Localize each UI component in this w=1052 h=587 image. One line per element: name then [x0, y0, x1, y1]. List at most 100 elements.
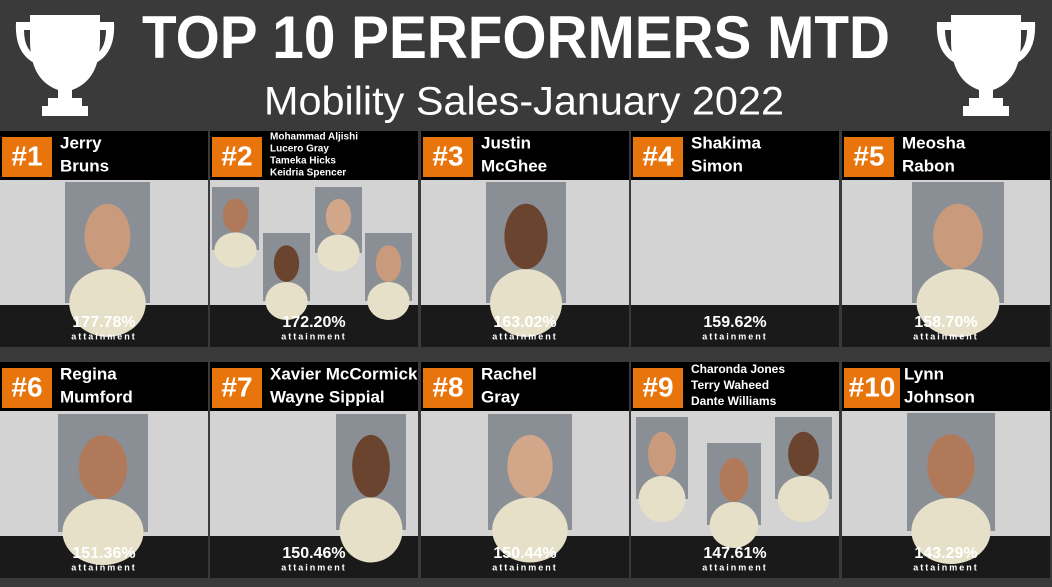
rank-badge: [2, 368, 52, 408]
name: Mohammad Aljishi: [270, 132, 358, 143]
attainment-label: attainment: [71, 562, 137, 572]
photo-body: [265, 281, 308, 321]
photo-body: [638, 476, 686, 522]
attainment-value: 177.78%: [72, 314, 135, 331]
subtitle: Mobility Sales-January 2022: [264, 80, 784, 124]
rank-badge: [2, 137, 52, 177]
attainment-value: 151.36%: [72, 545, 135, 562]
attainment-label: attainment: [492, 331, 558, 341]
name: Lynn: [904, 364, 944, 383]
name: Rachel: [481, 364, 537, 383]
photo-head: [352, 434, 390, 498]
attainment-value: 150.44%: [493, 545, 556, 562]
name: Xavier McCormick: [270, 364, 418, 383]
card-footer: [631, 305, 839, 347]
card: #5 Meosha Rabon 158.70%attainment: [842, 131, 1050, 347]
name: Justin: [481, 133, 531, 152]
photo-body: [490, 269, 562, 337]
photo-head: [507, 434, 553, 498]
rank: #7: [221, 371, 252, 402]
rank-badge: [423, 137, 473, 177]
rank-badge: [212, 368, 262, 408]
card: #7 Xavier McCormick Wayne Sippial 150.46%at…: [210, 362, 418, 578]
photo-body: [69, 269, 146, 337]
card: #1 Jerry Bruns 177.78%attainment: [0, 131, 208, 347]
attainment-label: attainment: [281, 331, 347, 341]
photo-body: [709, 502, 759, 548]
photo-body: [62, 498, 144, 566]
rank: #4: [642, 140, 674, 171]
rank-badge: [633, 137, 683, 177]
rank: #2: [221, 140, 252, 171]
photo-head: [273, 245, 300, 282]
photo-head: [927, 434, 975, 498]
photo-body: [317, 234, 360, 272]
name: Charonda Jones: [691, 362, 785, 376]
photo-head: [222, 198, 249, 233]
name: Meosha: [902, 133, 966, 152]
photo-head: [78, 435, 128, 499]
rank: #8: [432, 371, 463, 402]
photo-body: [777, 476, 830, 522]
photo-body: [916, 269, 1000, 337]
attainment-value: 163.02%: [493, 314, 556, 331]
photo-body: [911, 497, 991, 565]
name: Terry Waheed: [691, 378, 769, 392]
attainment-label: attainment: [913, 331, 979, 341]
name: Shakima: [691, 133, 761, 152]
photo-body: [492, 497, 568, 563]
rank: #5: [853, 140, 884, 171]
trophy-left: [15, 15, 115, 116]
attainment-label: attainment: [71, 331, 137, 341]
name: Bruns: [60, 156, 109, 175]
photo-head: [788, 431, 819, 477]
attainment-label: attainment: [702, 562, 768, 572]
name: Lucero Gray: [270, 144, 329, 155]
attainment-value: 147.61%: [703, 545, 766, 562]
card: #6 Regina Mumford 151.36%attainment: [0, 362, 208, 578]
rank-badge: [633, 368, 683, 408]
rank: #9: [642, 371, 673, 402]
trophy-right: [936, 15, 1036, 116]
name: Keidria Spencer: [270, 168, 346, 179]
name: McGhee: [481, 156, 547, 175]
rank: #1: [11, 140, 42, 171]
rank-badge: [844, 137, 894, 177]
attainment-value: 172.20%: [282, 314, 345, 331]
photo-area: [631, 180, 839, 305]
photo-head: [933, 203, 983, 270]
photo-body: [339, 497, 403, 563]
name: Regina: [60, 364, 117, 383]
name: Johnson: [904, 387, 975, 406]
card: #8 Rachel Gray 150.44%attainment: [421, 362, 629, 578]
rank: #6: [11, 371, 42, 402]
name: Mumford: [60, 387, 133, 406]
rank-badge: [844, 368, 900, 408]
attainment-label: attainment: [492, 562, 558, 572]
attainment-value: 143.29%: [914, 545, 977, 562]
rank: #10: [849, 371, 896, 402]
photo-head: [719, 457, 749, 503]
attainment-value: 159.62%: [703, 314, 766, 331]
name: Wayne Sippial: [270, 387, 385, 406]
card: #4 Shakima Simon 159.62%attainment: [631, 131, 839, 347]
title: TOP 10 PERFORMERS MTD: [142, 4, 890, 71]
attainment-value: 150.46%: [282, 545, 345, 562]
photo-head: [504, 203, 548, 270]
attainment-label: attainment: [281, 562, 347, 572]
card: #9 Charonda Jones Terry Waheed Dante Willia…: [631, 362, 839, 578]
name: Dante Williams: [691, 394, 777, 408]
attainment-value: 158.70%: [914, 314, 977, 331]
photo-body: [214, 232, 257, 268]
card: #10 Lynn Johnson 143.29%attainment: [842, 362, 1050, 578]
rank-badge: [423, 368, 473, 408]
name: Rabon: [902, 156, 955, 175]
name: Gray: [481, 387, 520, 406]
photo-head: [647, 431, 677, 477]
name: Jerry: [60, 133, 102, 152]
card: #3 Justin McGhee 163.02%attainment: [421, 131, 629, 347]
photo-head: [375, 245, 402, 282]
attainment-label: attainment: [702, 331, 768, 341]
